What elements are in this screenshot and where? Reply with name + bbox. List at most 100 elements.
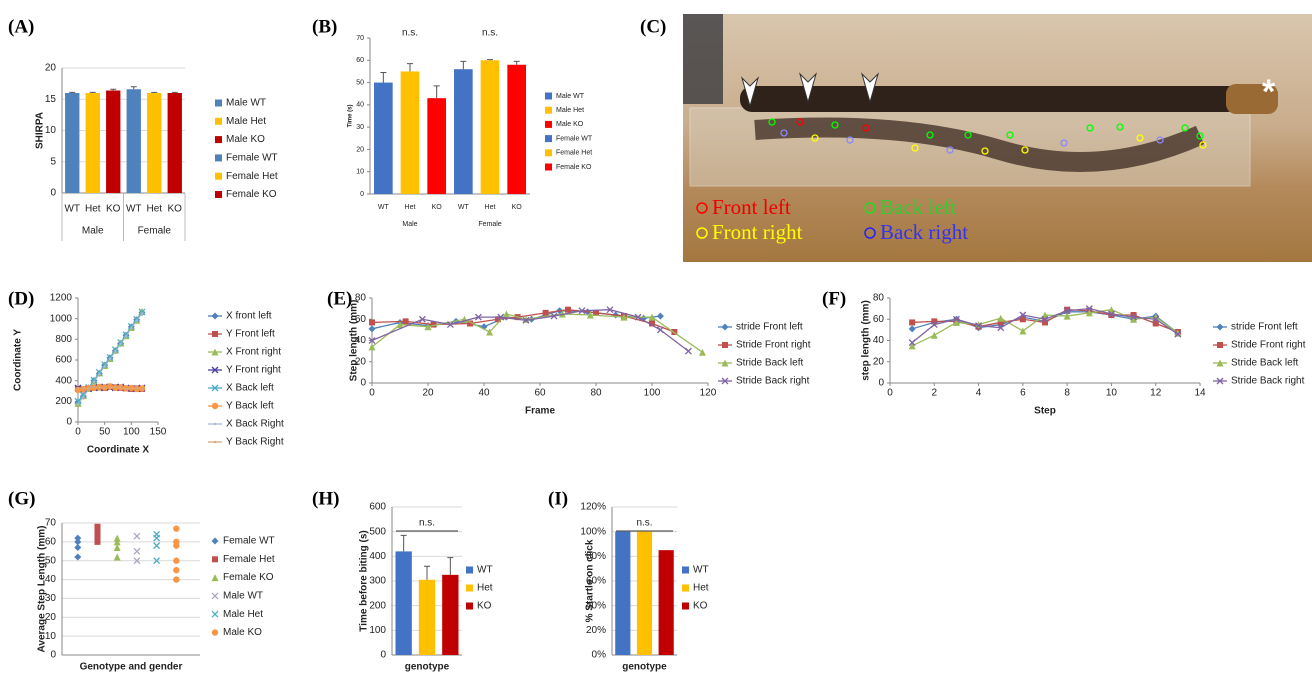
marker	[74, 544, 82, 552]
y-tick-label: 50	[45, 555, 57, 566]
marker	[908, 342, 916, 350]
marker	[135, 386, 138, 390]
x-tick-label: 60	[534, 388, 546, 399]
y-axis-title: Time (s)	[348, 105, 354, 128]
marker	[82, 386, 85, 390]
marker	[113, 544, 121, 552]
group-label: Male	[82, 226, 104, 237]
marker	[368, 337, 376, 344]
marker	[930, 331, 938, 339]
x-axis-title: Genotype and gender	[80, 662, 183, 673]
y-tick-label: 60	[45, 536, 57, 547]
x-tick-label: 2	[932, 388, 938, 399]
y-axis-title: SHIRPA	[35, 112, 46, 149]
marker	[211, 312, 219, 320]
marker	[211, 610, 219, 618]
arrowheads	[740, 72, 880, 108]
asterisk: *	[1262, 73, 1276, 111]
panel-label: (E)	[327, 288, 352, 309]
marker	[721, 377, 729, 385]
x-tick-label: 0	[75, 427, 81, 438]
legend-label: WT	[477, 565, 493, 576]
x-tick-label: Het	[146, 204, 162, 215]
legend-swatch	[215, 117, 222, 125]
x-tick-label: KO	[512, 204, 523, 211]
annotation: n.s.	[402, 28, 418, 39]
legend-label: X Front right	[226, 347, 281, 358]
legend-label: Het	[693, 583, 709, 594]
y-tick-label: 400	[55, 375, 72, 386]
y-tick-label: 600	[55, 355, 72, 366]
marker	[173, 538, 180, 546]
legend-label: Male KO	[556, 121, 584, 128]
bar	[427, 98, 446, 194]
marker	[402, 318, 409, 325]
bar	[658, 550, 674, 655]
y-tick-label: 0	[50, 188, 56, 199]
marker	[522, 316, 530, 324]
legend-label: X front left	[226, 311, 272, 322]
bar	[65, 93, 80, 193]
y-tick-label: 15	[45, 94, 57, 105]
marker	[424, 323, 432, 331]
marker	[94, 538, 101, 545]
bar	[507, 64, 526, 194]
error-bar	[171, 91, 178, 93]
error-bar	[110, 88, 117, 91]
legend-label: Front right	[712, 220, 803, 244]
x-tick-label: WT	[64, 204, 80, 215]
x-tick-label: 6	[1020, 388, 1026, 399]
panel-label: (G)	[8, 488, 35, 509]
marker	[103, 365, 106, 368]
error-bar	[380, 72, 387, 83]
x-tick-label: Het	[405, 204, 416, 211]
y-tick-label: 30	[356, 124, 364, 131]
error-bar	[447, 557, 454, 575]
marker	[1152, 320, 1159, 327]
legend-swatch	[215, 154, 222, 162]
marker	[74, 534, 82, 542]
x-tick-label: KO	[432, 204, 443, 211]
legend-label: X Back Right	[226, 419, 284, 430]
bar	[106, 90, 121, 193]
x-tick-label: KO	[168, 204, 183, 215]
y-tick-label: 20	[355, 356, 367, 367]
marker	[1063, 312, 1071, 320]
marker	[1064, 306, 1071, 313]
marker	[94, 523, 101, 530]
marker	[103, 386, 106, 390]
marker	[153, 557, 161, 565]
marker	[113, 534, 121, 542]
legend-swatch	[545, 120, 552, 128]
y-axis-title: Average Step Length (mm)	[37, 526, 48, 653]
legend-label: Y Front right	[226, 365, 281, 376]
x-axis-title: genotype	[622, 662, 667, 673]
marker	[211, 574, 219, 582]
marker	[368, 325, 376, 333]
legend-label: Male WT	[223, 591, 263, 602]
marker	[721, 359, 729, 367]
legend-label: Y Back left	[226, 401, 274, 412]
marker	[1130, 313, 1138, 321]
panel-label: (A)	[8, 16, 34, 37]
x-axis-title: Coordinate X	[87, 445, 150, 456]
y-tick-label: 10	[45, 125, 57, 136]
y-tick-label: 1000	[50, 313, 73, 324]
y-tick-label: 40	[355, 335, 367, 346]
group-label: Female	[478, 221, 501, 228]
marker	[634, 313, 642, 321]
legend-label: KO	[477, 601, 492, 612]
bar	[418, 579, 436, 655]
marker	[975, 322, 983, 330]
marker	[1108, 312, 1115, 318]
annotation: n.s.	[419, 518, 435, 529]
legend-swatch	[215, 99, 222, 107]
marker	[98, 386, 101, 389]
y-tick-label: 5	[50, 156, 56, 167]
marker	[74, 397, 82, 405]
bar	[400, 71, 420, 194]
marker	[1217, 342, 1223, 348]
legend-label: Male WT	[556, 93, 585, 100]
legend-swatch	[682, 584, 689, 592]
legend-swatch	[682, 602, 689, 610]
